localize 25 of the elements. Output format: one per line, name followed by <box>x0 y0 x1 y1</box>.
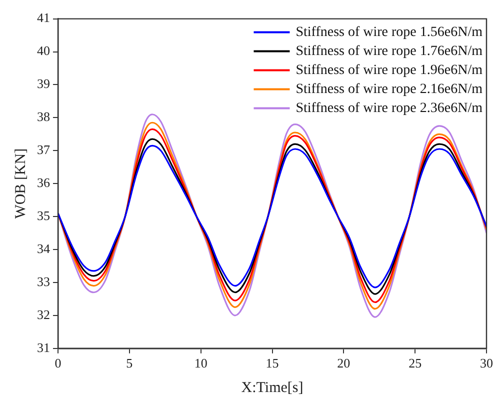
y-tick-label: 39 <box>37 76 50 92</box>
x-tick-label: 10 <box>194 356 208 371</box>
y-axis-title: WOB [KN] <box>12 148 29 219</box>
legend-label: Stiffness of wire rope 2.16e6N/m <box>296 82 483 97</box>
y-tick-label: 33 <box>37 274 50 289</box>
x-tick-label: 20 <box>337 356 350 371</box>
legend-label: Stiffness of wire rope 2.36e6N/m <box>296 100 483 116</box>
y-tick-label: 37 <box>37 142 50 158</box>
x-tick-label: 25 <box>408 356 422 371</box>
x-axis-title: X:Time[s] <box>241 380 304 396</box>
y-tick-label: 31 <box>37 340 50 355</box>
x-tick-label: 5 <box>126 356 133 371</box>
y-tick-label: 35 <box>37 208 50 223</box>
y-tick-label: 40 <box>37 43 50 58</box>
y-tick-label: 34 <box>37 240 50 256</box>
y-tick-label: 36 <box>37 175 50 190</box>
y-tick-label: 41 <box>37 10 50 26</box>
x-tick-label: 15 <box>266 356 279 371</box>
y-tick-label: 32 <box>37 306 50 322</box>
legend-label: Stiffness of wire rope 1.76e6N/m <box>296 44 483 59</box>
x-tick-label: 0 <box>54 356 62 371</box>
x-tick-label: 30 <box>480 356 493 371</box>
legend-label: Stiffness of wire rope 1.96e6N/m <box>296 62 483 78</box>
y-tick-label: 38 <box>37 109 50 124</box>
legend-label: Stiffness of wire rope 1.56e6N/m <box>296 24 483 40</box>
